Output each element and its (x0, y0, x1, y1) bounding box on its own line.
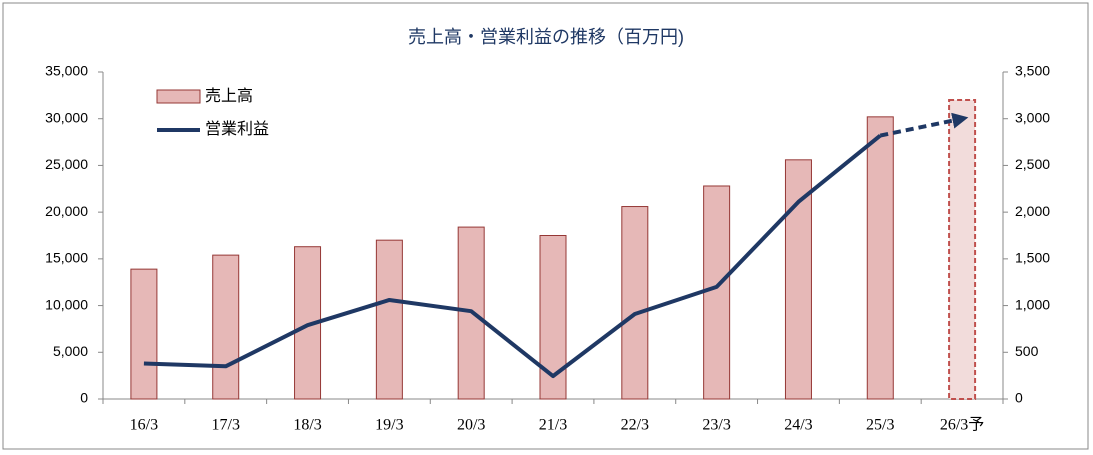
x-tick-label: 26/3予 (940, 416, 984, 434)
legend-swatch (156, 89, 201, 104)
x-tick-label: 20/3 (457, 417, 485, 434)
chart-title: 売上高・営業利益の推移（百万円) (408, 27, 684, 47)
bar (703, 185, 731, 400)
legend-label: 売上高 (205, 87, 253, 105)
y2-tick-label: 0 (1015, 390, 1023, 406)
x-tick-label: 18/3 (293, 417, 321, 434)
y-tick-label: 0 (80, 390, 88, 406)
y-tick-label: 35,000 (45, 63, 88, 79)
y-tick-label: 30,000 (45, 109, 88, 125)
x-tick-label: 24/3 (784, 417, 812, 434)
y2-tick-label: 500 (1015, 343, 1039, 359)
x-tick-label: 17/3 (212, 417, 240, 434)
forecast-line (879, 112, 969, 138)
x-tick-label: 23/3 (702, 417, 730, 434)
x-tick-label: 22/3 (621, 417, 649, 434)
y2-tick-label: 1,000 (1015, 296, 1050, 312)
y-tick-label: 20,000 (45, 203, 88, 219)
y2-tick-label: 3,500 (1015, 63, 1050, 79)
y2-tick-label: 2,500 (1015, 156, 1050, 172)
y2-tick-label: 3,000 (1015, 109, 1050, 125)
y2-tick-label: 1,500 (1015, 250, 1050, 266)
y-tick-label: 10,000 (45, 296, 88, 312)
y-tick-label: 15,000 (45, 250, 88, 266)
x-tick-label: 19/3 (375, 417, 403, 434)
x-tick-label: 25/3 (866, 417, 894, 434)
y-tick-label: 5,000 (53, 343, 88, 359)
bar (866, 116, 894, 400)
bar (130, 268, 158, 400)
legend-label: 営業利益 (205, 120, 269, 138)
bar (212, 254, 240, 400)
x-tick-label: 16/3 (130, 417, 158, 434)
bar (621, 206, 649, 400)
y-tick-label: 25,000 (45, 156, 88, 172)
forecast-bar (948, 99, 977, 401)
y2-tick-label: 2,000 (1015, 203, 1050, 219)
x-tick-label: 21/3 (539, 417, 567, 434)
bar (375, 239, 403, 400)
line (143, 133, 882, 379)
